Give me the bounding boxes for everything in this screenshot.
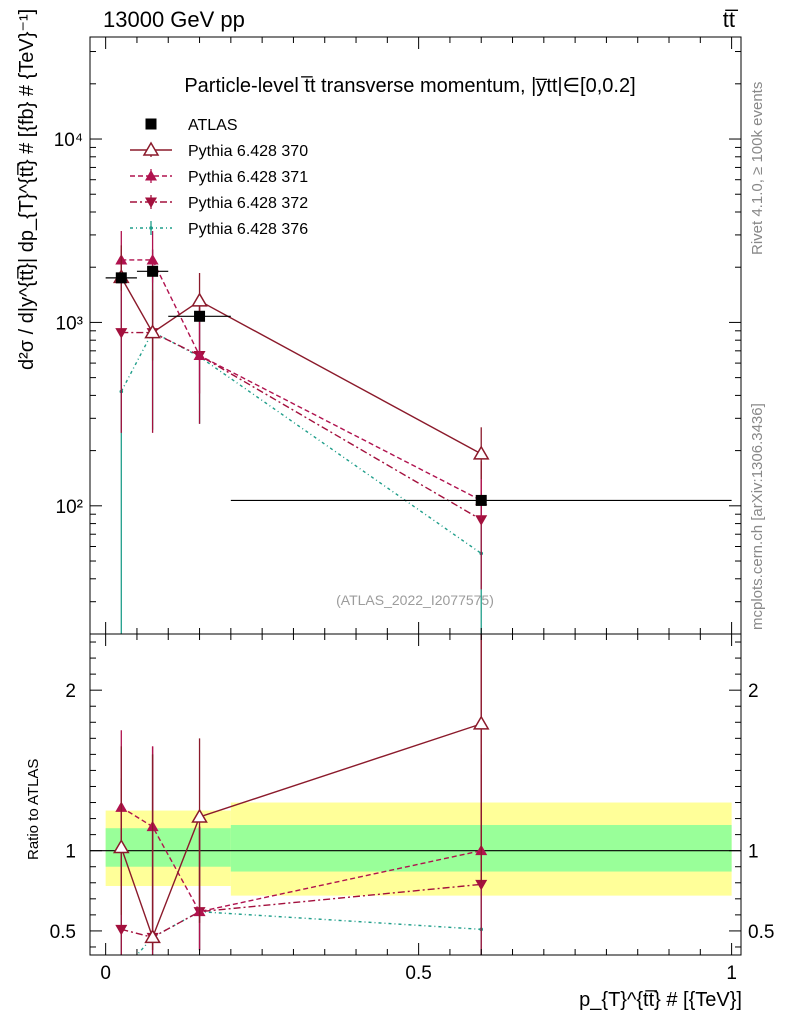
ratio-series-line [136,910,482,955]
series-line [120,277,482,455]
ratio-y-tick-label-left: 0.5 [50,922,76,943]
ratio-data-point [115,924,128,936]
legend-entry: Pythia 6.428 376 [130,221,308,238]
ratio-y-tick-label-right: 0.5 [748,922,774,943]
y-axis-title: d²σ / d|y^{tt̅}| dp_{T}^{tt̅} # [{fb} # … [16,9,38,370]
x-tick-label: 1 [726,963,737,984]
legend-entry: ATLAS [145,117,238,134]
ratio-y-tick-label-left: 1 [65,842,76,863]
ratio-y-tick-label-right: 1 [748,842,759,863]
data-point [147,265,159,277]
y-tick-label: 10⁴ [54,130,83,151]
data-point [115,272,127,284]
collision-energy-label: 13000 GeV pp [103,7,245,32]
ratio-plot-area [90,634,741,975]
legend-marker [145,170,157,181]
rivet-version-label: Rivet 4.1.0, ≥ 100k events [749,82,766,255]
ratio-panel: 0.5 0.5 1 1 2 2 0 0.5 1 [50,633,774,984]
y-tick-label: 10³ [56,313,83,334]
data-point [191,292,208,307]
x-tick-label: 0.5 [405,963,431,984]
analysis-watermark: (ATLAS_2022_I2077575) [336,592,494,608]
ratio-data-point [191,808,208,823]
ratio-series-line [120,806,482,913]
legend-marker [149,226,153,230]
legend: ATLAS Pythia 6.428 370 Pythia 6.428 371 Pyt… [130,117,308,238]
ratio-frame [89,633,742,956]
series-pythia-6-428-370 [112,245,490,480]
ratio-data-point [144,928,161,944]
legend-label: Pythia 6.428 376 [188,221,308,238]
ratio-series-line [121,883,482,939]
series-pythia-6-428-371 [115,231,488,519]
series-pythia-6-428-376 [119,249,484,634]
series-line [121,331,482,521]
series-line [120,330,482,555]
y-tick-label: 10² [56,497,83,518]
ratio-data-point [119,971,123,975]
plot-title: Particle-level t̅t transverse momentum, … [184,75,635,97]
ratio-y-axis-title: Ratio to ATLAS [25,759,42,860]
series-pythia-6-428-372 [115,249,488,590]
series-line [121,259,482,502]
legend-label: ATLAS [188,117,238,134]
data-point [115,328,128,339]
legend-marker [142,141,160,156]
legend-entry: Pythia 6.428 370 [130,141,308,160]
main-panel: 10² 10³ 10⁴ Particle-level t̅t transverse … [54,36,742,635]
legend-entry: Pythia 6.428 371 [130,169,308,186]
data-point [475,494,487,506]
legend-marker [145,197,157,208]
ratio-ticks: 0.5 0.5 1 1 2 2 0 0.5 1 [50,634,774,984]
ratio-data-point [472,715,490,730]
ratio-data-point [475,879,488,891]
process-label: tt̅ [723,7,739,32]
data-point [194,310,206,322]
series-atlas [105,265,732,506]
x-tick-label: 0 [100,963,111,984]
data-point [146,253,159,265]
x-axis-title: p_{T}^{tt̅} # [{TeV}] [579,989,742,1011]
ratio-series-pythia-6-428-371 [115,634,488,951]
main-ticks: 10² 10³ 10⁴ [54,37,741,635]
main-plot-area [105,231,732,634]
data-point [144,324,161,339]
mcplots-reference-label: mcplots.cern.ch [arXiv:1306.3436] [749,403,766,630]
data-point [475,515,488,526]
ratio-series-pythia-6-428-370 [112,634,490,951]
ratio-y-tick-label-left: 2 [65,681,76,702]
ratio-y-tick-label-right: 2 [748,681,759,702]
ratio-series-line [120,723,482,940]
legend-label: Pythia 6.428 370 [188,143,308,160]
legend-label: Pythia 6.428 372 [188,195,308,212]
data-point [472,445,490,460]
legend-label: Pythia 6.428 371 [188,169,308,186]
data-point [193,349,206,361]
ratio-data-point [112,838,130,854]
stat-uncertainty-band [105,828,231,867]
legend-entry: Pythia 6.428 372 [130,195,308,212]
legend-marker [145,118,157,130]
